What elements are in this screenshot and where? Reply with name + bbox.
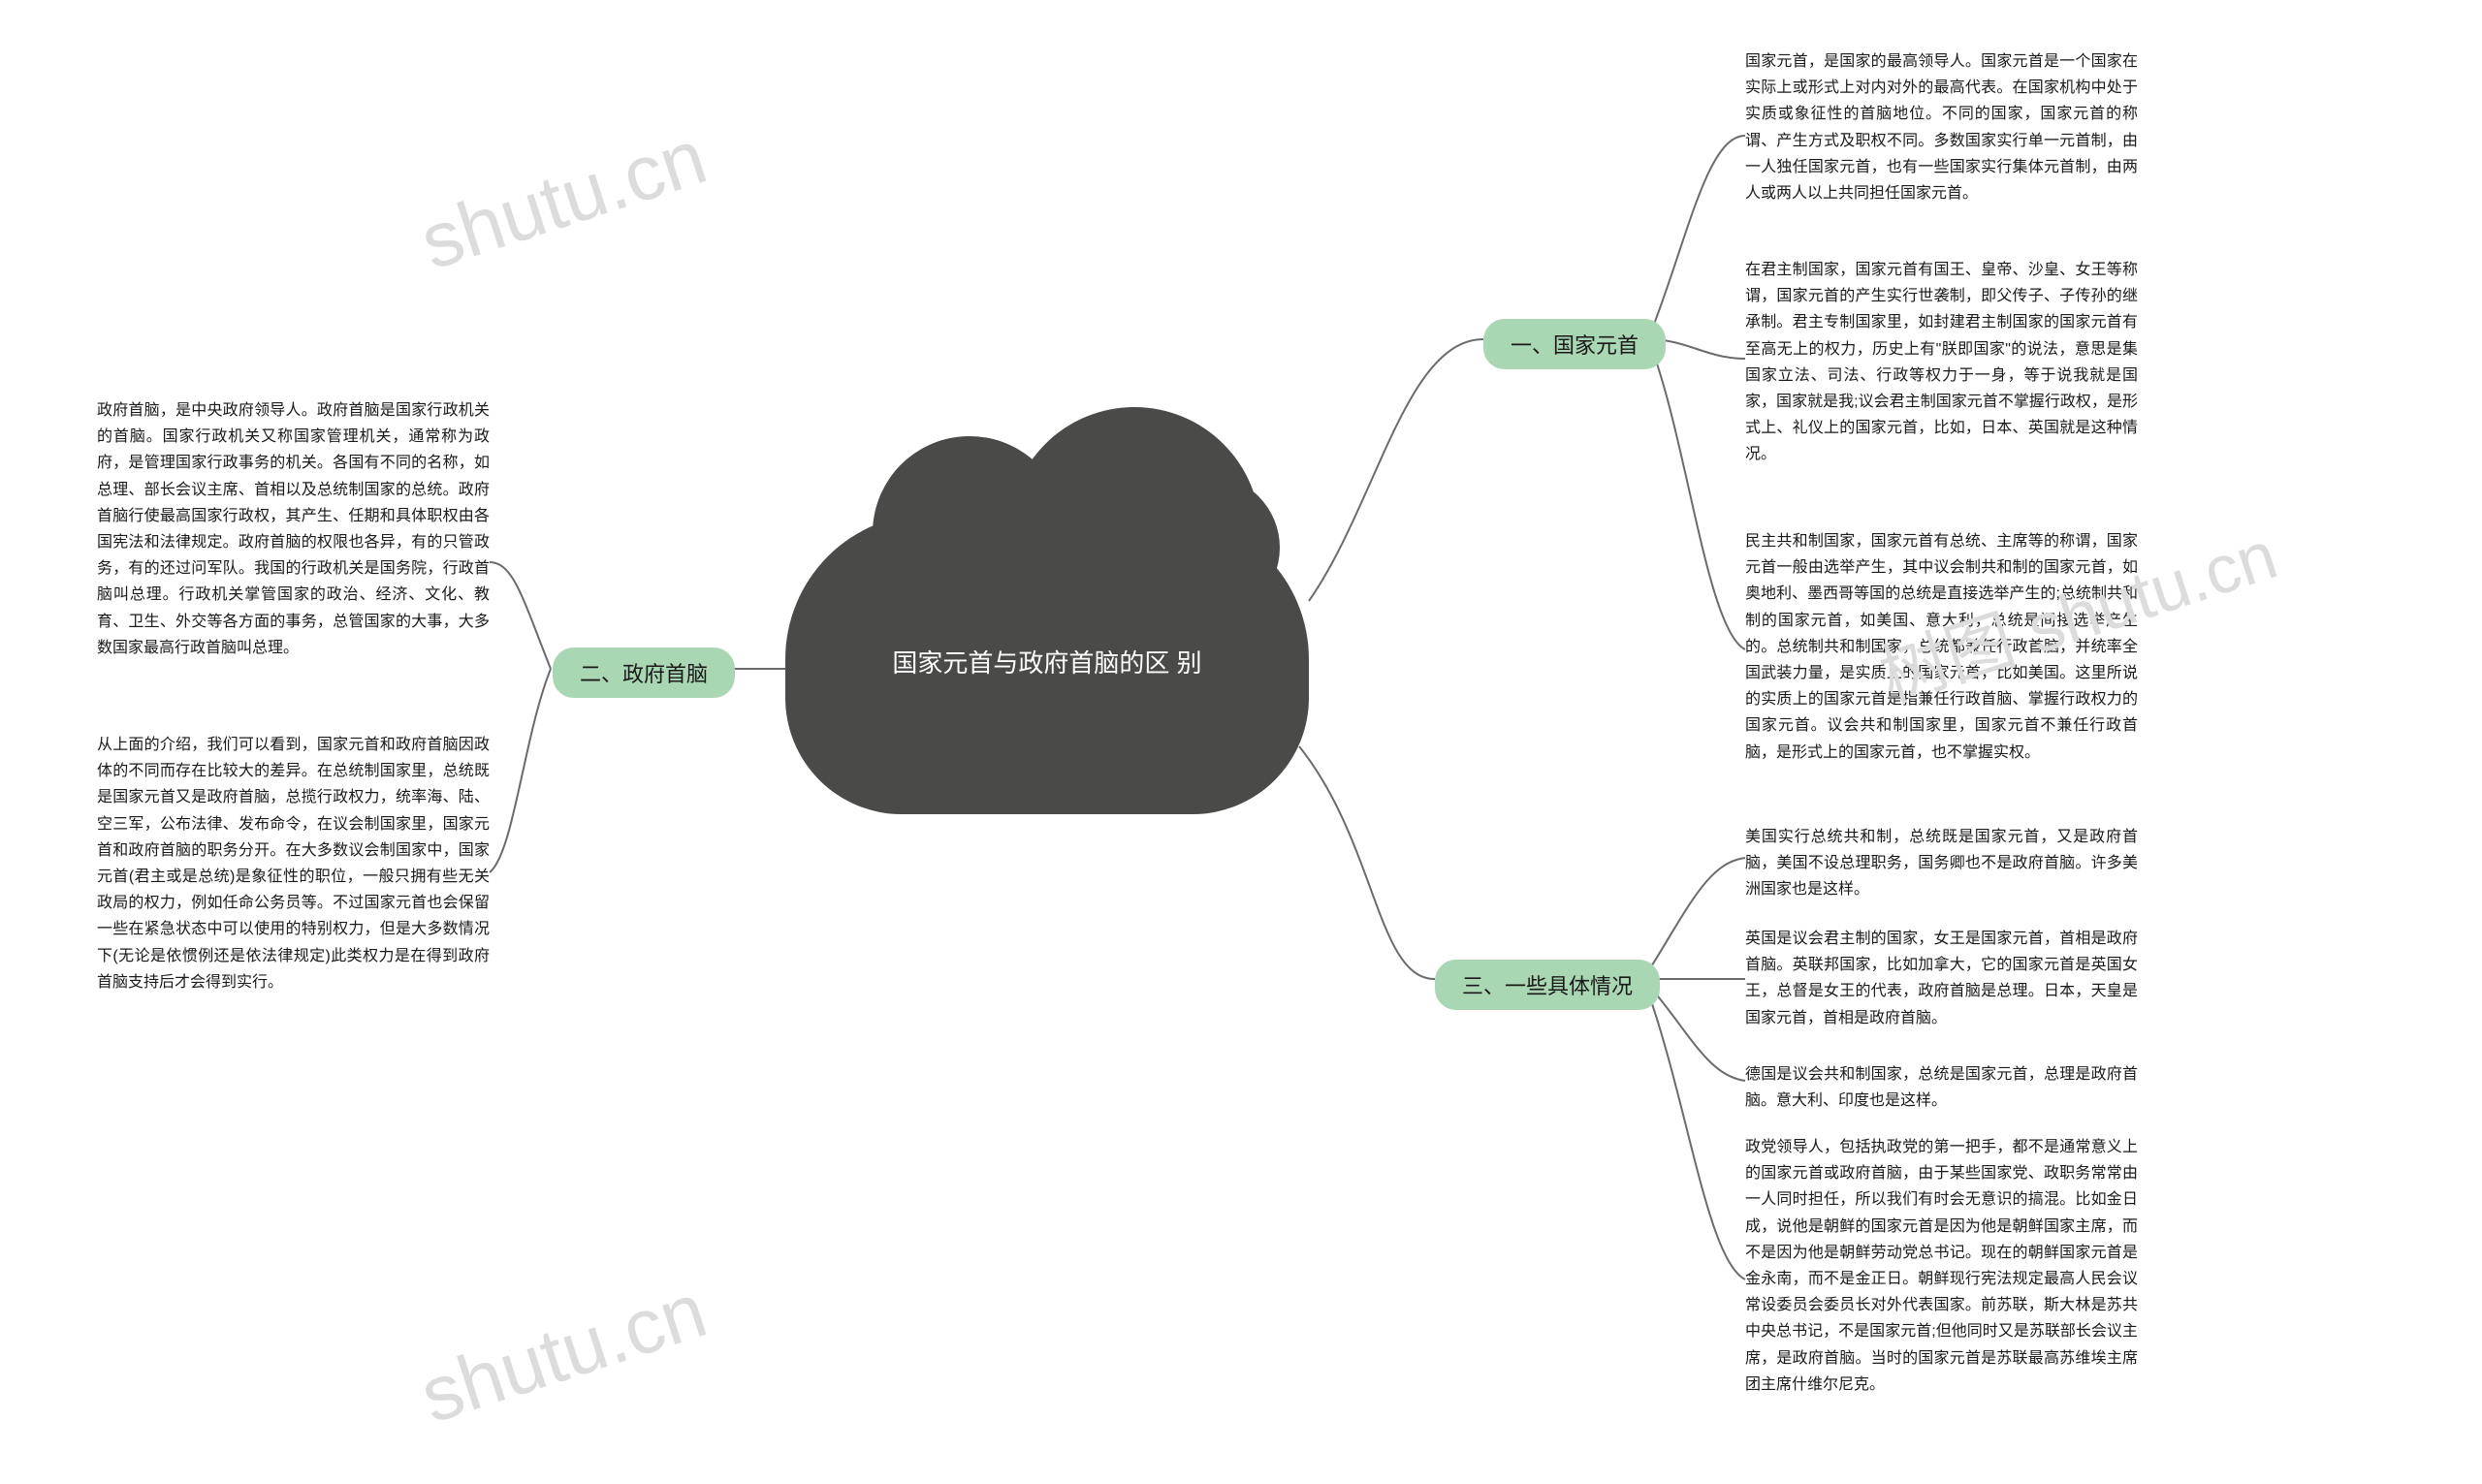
branch-1-text-1: 国家元首，是国家的最高领导人。国家元首是一个国家在实际上或形式上对内对外的最高代… <box>1745 48 2138 206</box>
watermark-1: shutu.cn <box>410 112 716 288</box>
branch-2-pill: 二、政府首脑 <box>553 647 735 698</box>
branch-1-text-3: 民主共和制国家，国家元首有总统、主席等的称谓，国家元首一般由选举产生，其中议会制… <box>1745 528 2138 766</box>
branch-3-text-3: 德国是议会共和制国家，总统是国家元首，总理是政府首脑。意大利、印度也是这样。 <box>1745 1061 2138 1114</box>
branch-3-text-1: 美国实行总统共和制，总统既是国家元首，又是政府首脑，美国不设总理职务，国务卿也不… <box>1745 824 2138 903</box>
branch-3-text-2: 英国是议会君主制的国家，女王是国家元首，首相是政府首脑。英联邦国家，比如加拿大，… <box>1745 926 2138 1031</box>
watermark-2: shutu.cn <box>410 1266 716 1441</box>
branch-2-text-2: 从上面的介绍，我们可以看到，国家元首和政府首脑因政体的不同而存在比较大的差异。在… <box>97 732 490 995</box>
branch-2-text-1: 政府首脑，是中央政府领导人。政府首脑是国家行政机关的首脑。国家行政机关又称国家管… <box>97 397 490 661</box>
center-title: 国家元首与政府首脑的区 别 <box>814 644 1279 684</box>
branch-1-text-2: 在君主制国家，国家元首有国王、皇帝、沙皇、女王等称谓，国家元首的产生实行世袭制，… <box>1745 257 2138 468</box>
center-node: 国家元首与政府首脑的区 别 <box>785 514 1309 814</box>
branch-3-pill: 三、一些具体情况 <box>1435 960 1660 1010</box>
branch-1-pill: 一、国家元首 <box>1483 319 1666 369</box>
branch-3-text-4: 政党领导人，包括执政党的第一把手，都不是通常意义上的国家元首或政府首脑，由于某些… <box>1745 1134 2138 1398</box>
